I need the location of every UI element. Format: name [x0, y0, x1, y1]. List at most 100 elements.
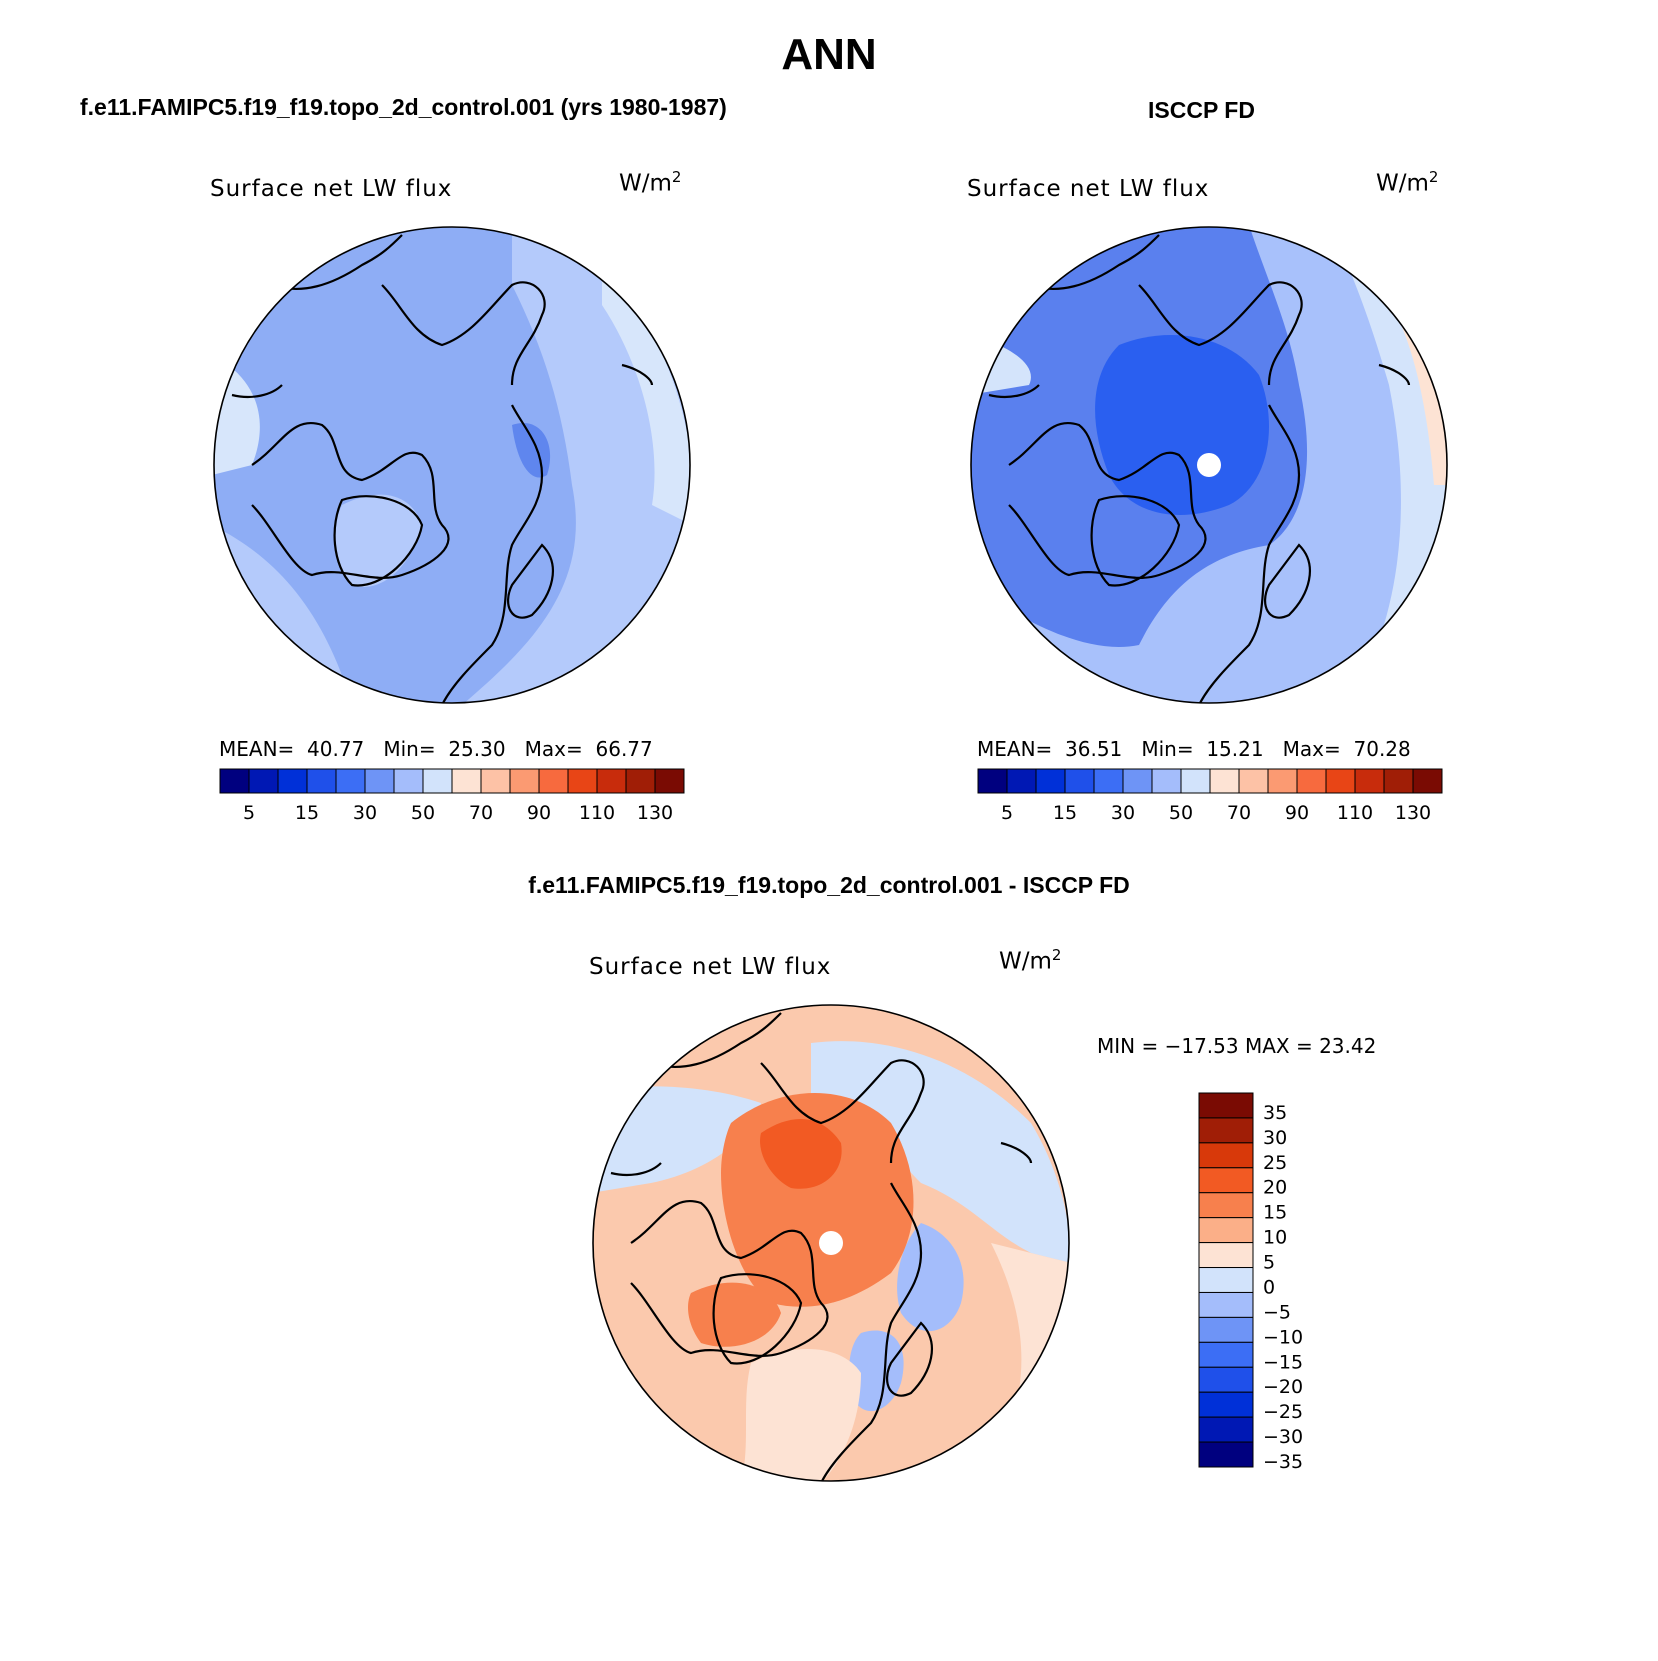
obs-max-value: 70.28: [1353, 737, 1411, 761]
diff-colorbar-tick-label: −10: [1263, 1326, 1303, 1348]
diff-colorbar-segment: [1198, 1316, 1254, 1343]
obs-units: W/m2: [1376, 168, 1438, 197]
diff-colorbar-segment: [1198, 1167, 1254, 1194]
diff-colorbar-tick-label: 20: [1263, 1177, 1287, 1199]
diff-colorbar-segment: [1198, 1242, 1254, 1269]
model-colorbar-segment: [364, 768, 395, 794]
obs-colorbar-tick-label: 90: [1285, 802, 1309, 824]
obs-colorbar-segment: [1209, 768, 1240, 794]
obs-colorbar-segment: [1325, 768, 1356, 794]
diff-colorbar-segment: [1198, 1117, 1254, 1144]
obs-colorbar: 5 15 30 50 70 90 110 130: [977, 768, 1443, 824]
diff-colorbar-segment: [1198, 1267, 1254, 1293]
model-colorbar-segment: [596, 768, 627, 794]
diff-colorbar-segment: [1198, 1366, 1254, 1393]
model-units: W/m2: [619, 168, 681, 197]
model-stats: MEAN= 40.77 Min= 25.30 Max= 66.77: [219, 737, 653, 761]
diff-colorbar-tick-label: 0: [1263, 1276, 1275, 1298]
model-colorbar-tick-label: 5: [243, 802, 255, 824]
model-colorbar-segment: [393, 768, 424, 794]
diff-units-exp: 2: [1051, 946, 1062, 964]
diff-colorbar-tick-label: 30: [1263, 1127, 1287, 1149]
diff-colorbar-segment: [1198, 1192, 1254, 1219]
diff-panel-variable: Surface net LW flux: [589, 954, 832, 980]
obs-colorbar-tick-label: 130: [1395, 802, 1431, 824]
model-colorbar-segment: [480, 768, 511, 794]
model-colorbar-tick-label: 30: [353, 802, 377, 824]
model-colorbar-tick-label: 70: [469, 802, 493, 824]
obs-units-base: W/m: [1376, 170, 1429, 197]
model-colorbar-segment: [509, 768, 540, 794]
model-map-border: [213, 226, 691, 704]
diff-colorbar-tick-label: 5: [1263, 1252, 1275, 1274]
diff-colorbar-tick-label: 25: [1263, 1152, 1287, 1174]
obs-colorbar-segment: [1064, 768, 1095, 794]
diff-units-base: W/m: [999, 948, 1052, 975]
model-panel-variable: Surface net LW flux: [210, 176, 453, 202]
obs-panel-variable: Surface net LW flux: [967, 176, 1210, 202]
diff-minmax: MIN = −17.53 MAX = 23.42: [1097, 1034, 1377, 1058]
model-field-rim: [602, 255, 690, 525]
diff-colorbar-tick-label: −30: [1263, 1426, 1303, 1448]
obs-colorbar-segment: [1296, 768, 1327, 794]
model-max-value: 66.77: [595, 737, 653, 761]
model-colorbar-tick-label: 110: [579, 802, 615, 824]
obs-colorbar-tick-label: 15: [1053, 802, 1077, 824]
diff-coastlines: [610, 1012, 1033, 1481]
obs-pole-marker: [1197, 453, 1221, 477]
model-colorbar-tick-label: 90: [527, 802, 551, 824]
obs-polar-map: [970, 226, 1448, 704]
obs-colorbar-segment: [1093, 768, 1124, 794]
obs-colorbar-segment: [1412, 768, 1443, 794]
model-colorbar-segment: [277, 768, 308, 794]
obs-colorbar-segment: [1035, 768, 1066, 794]
model-mean-label: MEAN=: [219, 737, 295, 761]
diff-colorbar-segment: [1198, 1217, 1254, 1244]
diff-colorbar-segment: [1198, 1291, 1254, 1318]
model-min-label: Min=: [383, 737, 436, 761]
main-title: ANN: [781, 30, 877, 79]
obs-colorbar-tick-label: 5: [1001, 802, 1013, 824]
obs-colorbar-segment: [1354, 768, 1385, 794]
obs-colorbar-tick-label: 50: [1169, 802, 1193, 824]
obs-colorbar-tick-label: 30: [1111, 802, 1135, 824]
diff-colorbar-tick-label: −15: [1263, 1351, 1303, 1373]
diff-colorbar-segment: [1198, 1341, 1254, 1368]
diff-colorbar-tick-label: −20: [1263, 1376, 1303, 1398]
obs-colorbar-segment: [977, 768, 1008, 794]
diff-colorbar-segment: [1198, 1092, 1254, 1119]
obs-colorbar-segment: [1151, 768, 1182, 794]
diff-units: W/m2: [999, 946, 1061, 975]
obs-field-core: [1095, 335, 1269, 515]
diff-colorbar-segment: [1198, 1142, 1254, 1169]
obs-colorbar-tick-label: 70: [1227, 802, 1251, 824]
diff-colorbar-segment: [1198, 1441, 1254, 1468]
obs-title: ISCCP FD: [1148, 97, 1255, 123]
obs-mean-value: 36.51: [1065, 737, 1123, 761]
model-colorbar: 5 15 30 50 70 90 110 130: [219, 768, 685, 824]
diff-map-border: [592, 1004, 1070, 1482]
diff-colorbar-tick-label: −35: [1263, 1451, 1303, 1473]
diff-colorbar-tick-label: 15: [1263, 1202, 1287, 1224]
obs-colorbar-segment: [1122, 768, 1153, 794]
diff-pole-marker: [819, 1231, 843, 1255]
model-colorbar-segment: [306, 768, 337, 794]
diff-colorbar-segment: [1198, 1416, 1254, 1443]
model-polar-map: [213, 226, 691, 704]
obs-mean-label: MEAN=: [977, 737, 1053, 761]
obs-min-label: Min=: [1141, 737, 1194, 761]
obs-colorbar-segment: [1267, 768, 1298, 794]
diff-field-cool-northeast: [811, 1041, 1069, 1263]
diff-colorbar-tick-label: 10: [1263, 1227, 1287, 1249]
model-colorbar-segment: [248, 768, 279, 794]
model-colorbar-segment: [654, 768, 685, 794]
model-coastlines: [231, 234, 654, 703]
obs-map-border: [970, 226, 1448, 704]
model-colorbar-tick-label: 50: [411, 802, 435, 824]
model-units-exp: 2: [671, 168, 682, 186]
model-colorbar-tick-label: 130: [637, 802, 673, 824]
model-units-base: W/m: [619, 170, 672, 197]
obs-stats: MEAN= 36.51 Min= 15.21 Max= 70.28: [977, 737, 1411, 761]
diff-field-cooler-east: [897, 1223, 964, 1332]
diff-field-outer-south: [741, 1349, 861, 1481]
